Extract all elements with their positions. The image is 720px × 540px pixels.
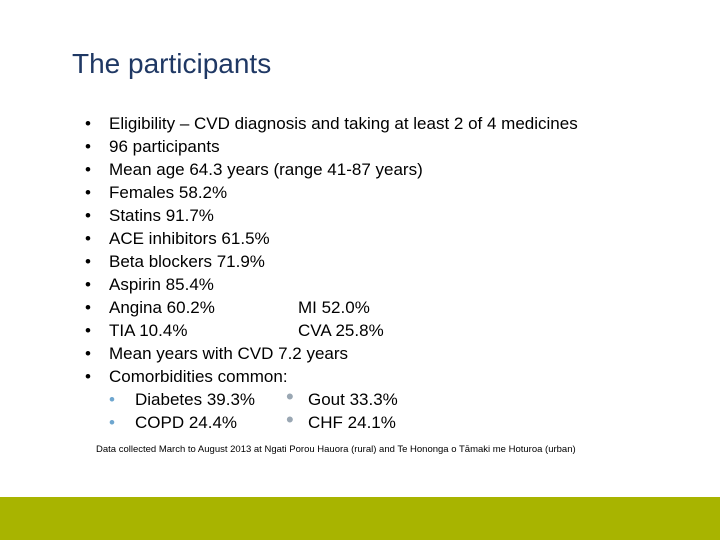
bullet-icon: •	[85, 229, 91, 248]
sub-bullet-text: CHF 24.1%	[308, 413, 396, 432]
bullet-icon: •	[85, 367, 91, 386]
bullet-text: ACE inhibitors 61.5%	[109, 229, 270, 248]
bullet-text-second: CVA 25.8%	[298, 321, 384, 340]
bullet-text: Statins 91.7%	[109, 206, 214, 225]
slide-title: The participants	[72, 48, 272, 79]
bullet-icon: •	[85, 298, 91, 317]
footnote: Data collected March to August 2013 at N…	[96, 444, 576, 455]
bullet-icon: •	[85, 183, 91, 202]
bullet-icon: •	[85, 344, 91, 363]
bullet-icon: •	[85, 321, 91, 340]
sub-bullet-icon: •	[286, 384, 294, 409]
bottom-accent-bar	[0, 497, 720, 540]
bullet-text: Angina 60.2%	[109, 298, 215, 317]
bullet-text: Mean years with CVD 7.2 years	[109, 344, 349, 363]
bullet-text: Mean age 64.3 years (range 41-87 years)	[109, 160, 423, 179]
bullet-icon: •	[85, 137, 91, 156]
sub-bullet-icon: •	[286, 407, 294, 432]
bullet-icon: •	[85, 114, 91, 133]
sub-bullet-text: Gout 33.3%	[308, 390, 398, 409]
bullet-icon: •	[85, 206, 91, 225]
bullet-text: Females 58.2%	[109, 183, 228, 202]
bullet-icon: •	[85, 275, 91, 294]
sub-bullet-icon: •	[109, 390, 115, 409]
bullet-list: • Eligibility – CVD diagnosis and taking…	[85, 114, 578, 432]
sub-bullet-text: COPD 24.4%	[135, 413, 238, 432]
sub-bullet-text: Diabetes 39.3%	[135, 390, 256, 409]
bullet-text: Eligibility – CVD diagnosis and taking a…	[109, 114, 578, 133]
bullet-text: Comorbidities common:	[109, 367, 288, 386]
bullet-text: Aspirin 85.4%	[109, 275, 214, 294]
bullet-icon: •	[85, 160, 91, 179]
bullet-text: 96 participants	[109, 137, 220, 156]
bullet-icon: •	[85, 252, 91, 271]
bullet-text: TIA 10.4%	[109, 321, 188, 340]
sub-bullet-icon: •	[109, 413, 115, 432]
bullet-text-second: MI 52.0%	[298, 298, 370, 317]
bullet-text: Beta blockers 71.9%	[109, 252, 265, 271]
